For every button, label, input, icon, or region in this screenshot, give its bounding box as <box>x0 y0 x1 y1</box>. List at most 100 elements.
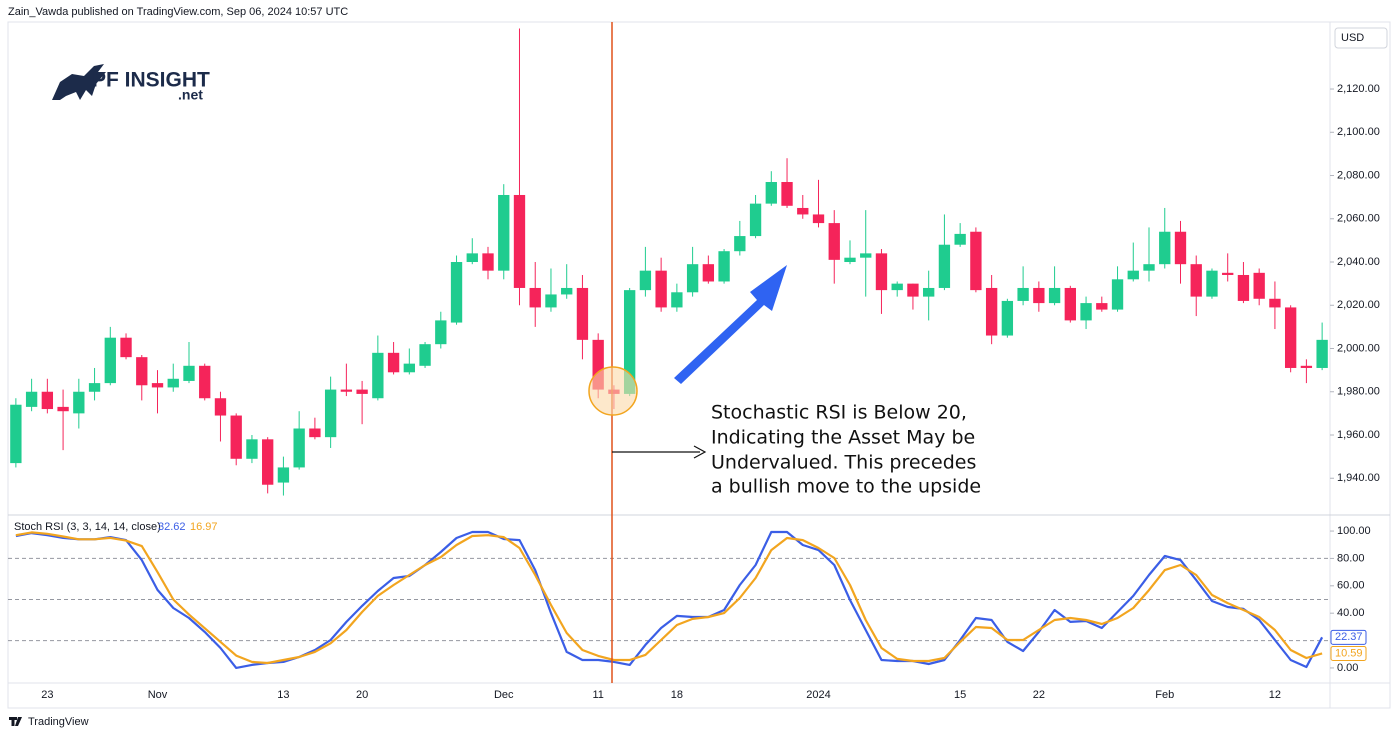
candle-body <box>797 207 809 215</box>
x-tick-label: 18 <box>671 689 683 701</box>
y-tick-label: 2,120.00 <box>1337 83 1380 95</box>
y-tick-label: 2,060.00 <box>1337 213 1380 225</box>
candle-body <box>513 194 526 288</box>
annotation-line: a bullish move to the upside <box>711 476 981 498</box>
footer-brand: TradingView <box>28 716 89 728</box>
candle-body <box>120 337 132 358</box>
candle-body <box>1080 303 1092 321</box>
candle-body <box>655 270 667 308</box>
legend-value: 32.62 <box>158 521 186 533</box>
candle-body <box>309 428 321 438</box>
candle-body <box>686 264 699 293</box>
currency: USD <box>1341 32 1364 44</box>
candle-body <box>151 383 164 388</box>
candle-body <box>88 383 101 392</box>
candle-body <box>671 292 683 308</box>
candle-body <box>1127 270 1139 280</box>
candle-body <box>907 283 919 297</box>
candle-body <box>1237 274 1250 301</box>
candle-body <box>1033 287 1045 304</box>
candle-body <box>891 283 903 291</box>
candle-body <box>702 264 715 282</box>
candle-body <box>372 352 384 399</box>
y-tick-label: 40.00 <box>1337 607 1365 619</box>
candle-body <box>1206 270 1218 297</box>
candle-body <box>970 231 982 291</box>
candle-body <box>10 404 22 464</box>
candle-body <box>356 389 368 394</box>
candle-body <box>25 391 38 407</box>
candle-body <box>324 389 337 438</box>
candle-body <box>246 439 258 459</box>
candle-body <box>1190 264 1202 297</box>
x-tick-label: 12 <box>1269 689 1281 701</box>
value-badge-label: 22.37 <box>1335 631 1363 643</box>
candle-body <box>277 467 290 483</box>
candle-body <box>639 270 652 291</box>
publisher: Zain_Vawda published on TradingView.com,… <box>8 6 348 18</box>
y-tick-label: 60.00 <box>1337 580 1365 592</box>
candle-body <box>57 406 69 412</box>
candle-body <box>214 398 227 416</box>
candle-body <box>167 378 179 388</box>
y-tick-label: 1,980.00 <box>1337 386 1380 398</box>
y-tick-label: 2,100.00 <box>1337 126 1380 138</box>
candle-body <box>1143 264 1155 271</box>
highlight-circle <box>588 366 638 416</box>
x-tick-label: 11 <box>592 689 603 701</box>
candle-body <box>1253 272 1265 299</box>
candle-body <box>623 290 636 394</box>
legend-value: 16.97 <box>190 521 218 533</box>
candle-body <box>340 389 353 392</box>
candle-body <box>561 287 573 295</box>
candle-body <box>498 194 510 271</box>
candle-body <box>718 251 730 282</box>
candle-body <box>1174 231 1187 265</box>
annotation-line: Stochastic RSI is Below 20, <box>711 402 967 424</box>
y-tick-label: 2,040.00 <box>1337 256 1380 268</box>
x-tick-label: 22 <box>1033 689 1045 701</box>
candle-body <box>765 182 777 204</box>
candle-body <box>230 415 242 459</box>
x-tick-label: 20 <box>356 689 368 701</box>
stoch-line <box>15 531 1323 665</box>
y-tick-label: 2,000.00 <box>1337 342 1380 354</box>
candle-body <box>923 287 935 297</box>
x-tick-label: 13 <box>277 689 289 701</box>
candle-body <box>734 236 746 252</box>
candle-body <box>875 253 888 291</box>
pointer-head <box>693 445 707 459</box>
logo-name: PF INSIGHT <box>92 69 210 92</box>
y-tick-label: 80.00 <box>1337 552 1365 564</box>
trend-arrow <box>674 265 787 384</box>
x-tick-label: Feb <box>1155 689 1174 701</box>
candle-body <box>450 262 463 323</box>
candle-body <box>41 391 54 410</box>
candle-body <box>1159 231 1171 265</box>
candle-body <box>1222 272 1234 275</box>
candle-body <box>73 391 85 414</box>
candle-body <box>954 233 966 245</box>
plot-area: 1,940.00 1,960.00 1,980.00 2,000.00 2,020.00… <box>8 28 1380 701</box>
candle-body <box>1316 339 1328 368</box>
candle-body <box>136 357 148 386</box>
candle-body <box>183 365 195 381</box>
candle-body <box>199 365 211 399</box>
y-tick-label: 2,080.00 <box>1337 169 1380 181</box>
candle-body <box>293 428 305 468</box>
y-tick-label: 1,940.00 <box>1337 472 1380 484</box>
candle-body <box>403 363 415 373</box>
x-tick-label: Nov <box>148 689 168 701</box>
y-tick-label: 2,020.00 <box>1337 299 1380 311</box>
candle-body <box>1064 287 1076 321</box>
candle-body <box>749 203 762 237</box>
candle-body <box>781 182 793 206</box>
stoch-line <box>15 530 1324 669</box>
logo-suffix: .net <box>178 87 203 103</box>
logo: PF INSIGHT .net <box>52 64 210 103</box>
currency-box[interactable] <box>1334 27 1388 49</box>
candle-body <box>387 352 400 373</box>
